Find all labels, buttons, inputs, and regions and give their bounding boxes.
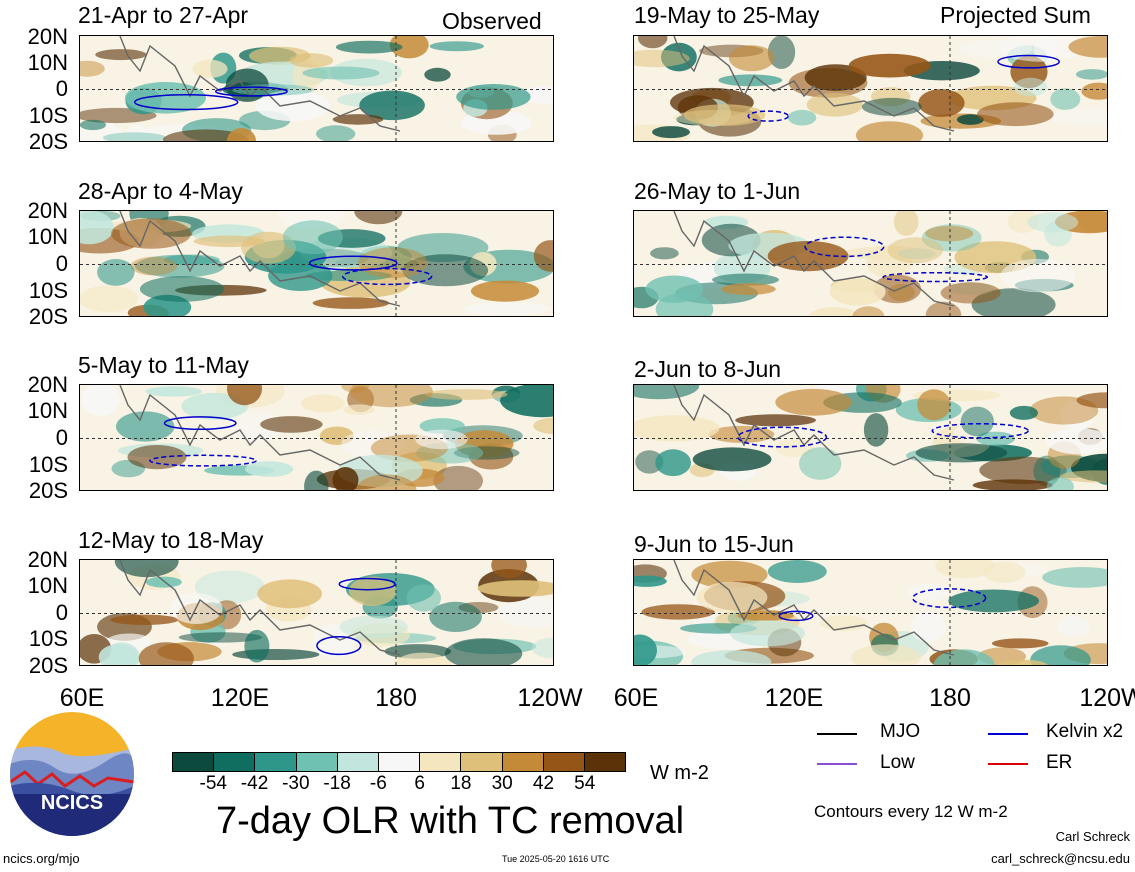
colorbar-swatch [584, 753, 626, 771]
colorbar-swatch [378, 753, 421, 771]
lat-label: 10N [27, 398, 68, 423]
lat-label: 10N [27, 50, 68, 75]
main-title: 7-day OLR with TC removal [216, 800, 685, 842]
panel-title: 12-May to 18-May [78, 527, 264, 553]
lat-label: 10S [28, 103, 68, 128]
panel-title: 19-May to 25-May [634, 2, 820, 28]
olr-map [79, 210, 554, 317]
footer-url: ncics.org/mjo [3, 851, 80, 866]
lon-label: 120W [1079, 684, 1135, 712]
colorbar-tick-label: 6 [414, 773, 425, 794]
lon-label: 120E [210, 684, 270, 712]
footer-timestamp: Tue 2025-05-20 1616 UTC [502, 854, 610, 864]
panel-title: 5-May to 11-May [78, 352, 249, 378]
olr-map [633, 35, 1108, 142]
olr-map [633, 559, 1108, 666]
lat-label: 20S [28, 129, 68, 154]
colorbar-swatch [543, 753, 585, 771]
olr-map [633, 384, 1108, 491]
panel-label-observed: Observed [442, 8, 542, 34]
legend-label: Kelvin x2 [1046, 721, 1124, 742]
lat-label: 10N [27, 224, 68, 249]
olr-map [79, 559, 554, 666]
olr-map [633, 210, 1108, 317]
lat-label: 0 [55, 76, 68, 101]
ncics-logo: NCICS [10, 712, 134, 836]
lat-label: 0 [55, 600, 68, 625]
colorbar-swatch [255, 753, 297, 771]
colorbar-swatch [461, 753, 503, 771]
panel-title: 21-Apr to 27-Apr [78, 2, 249, 28]
colorbar-swatch [502, 753, 544, 771]
panel-label-projected: Projected Sum [940, 2, 1091, 28]
logo-text: NCICS [40, 792, 104, 814]
legend-label: ER [1046, 752, 1073, 773]
colorbar-tick-label: -18 [323, 773, 351, 794]
colorbar-unit: W m-2 [650, 762, 709, 784]
lat-label: 20N [27, 24, 68, 49]
colorbar-tick-label: 30 [491, 773, 513, 794]
lon-label: 60E [59, 684, 105, 712]
footer-author: Carl Schreck [1055, 829, 1130, 844]
colorbar-tick-label: -42 [240, 773, 269, 794]
lat-label: 0 [55, 251, 68, 276]
colorbar-swatch [296, 753, 338, 771]
panel-title: 9-Jun to 15-Jun [634, 531, 794, 557]
lat-label: 0 [55, 425, 68, 450]
lat-label: 10S [28, 278, 68, 303]
lat-label: 20N [27, 198, 68, 223]
colorbar-tick-label: -6 [369, 773, 387, 794]
olr-map [79, 35, 554, 142]
footer-email: carl_schreck@ncsu.edu [991, 851, 1130, 866]
lat-label: 20S [28, 653, 68, 678]
olr-map [79, 384, 554, 491]
legend-swatch-kelvin [988, 733, 1028, 735]
colorbar-swatch [420, 753, 462, 771]
lat-label: 20S [28, 478, 68, 503]
legend-swatch-low [817, 763, 857, 765]
colorbar-swatch [214, 753, 256, 771]
colorbar-tick-label: -54 [199, 773, 227, 794]
legend-swatch-er [988, 763, 1028, 765]
lon-label: 60E [613, 684, 659, 712]
lon-label: 180 [375, 684, 417, 712]
panel-title: 26-May to 1-Jun [634, 178, 801, 204]
legend-label: MJO [880, 721, 921, 742]
contour-note: Contours every 12 W m-2 [814, 802, 1008, 821]
legend-label: Low [880, 752, 915, 773]
lat-label: 20N [27, 372, 68, 397]
legend-swatch-mjo [817, 733, 857, 735]
colorbar-swatch [337, 753, 379, 771]
colorbar [172, 752, 626, 772]
lat-label: 10N [27, 573, 68, 598]
lon-label: 120W [517, 684, 583, 712]
colorbar-tick-label: 54 [574, 773, 596, 794]
panel-title: 2-Jun to 8-Jun [634, 356, 782, 382]
panel-title: 28-Apr to 4-May [78, 178, 243, 204]
colorbar-tick-label: -30 [282, 773, 310, 794]
lon-label: 180 [929, 684, 971, 712]
lat-label: 10S [28, 626, 68, 651]
lon-label: 120E [764, 684, 824, 712]
lat-label: 20N [27, 547, 68, 572]
lat-label: 20S [28, 304, 68, 329]
colorbar-tick-label: 42 [532, 773, 555, 794]
lat-label: 10S [28, 452, 68, 477]
colorbar-swatch [173, 753, 215, 771]
colorbar-tick-label: 18 [450, 773, 472, 794]
